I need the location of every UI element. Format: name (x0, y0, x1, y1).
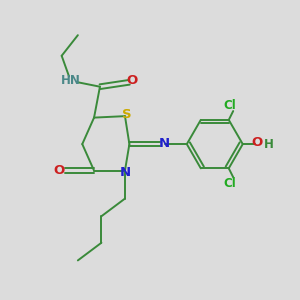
Text: N: N (158, 137, 169, 150)
Text: Cl: Cl (224, 177, 237, 190)
Text: O: O (53, 164, 64, 177)
Text: N: N (120, 166, 131, 178)
Text: HN: HN (61, 74, 80, 87)
Text: Cl: Cl (224, 99, 237, 112)
Text: O: O (252, 136, 263, 149)
Text: H: H (264, 138, 274, 151)
Text: O: O (127, 74, 138, 87)
Text: S: S (122, 108, 131, 121)
